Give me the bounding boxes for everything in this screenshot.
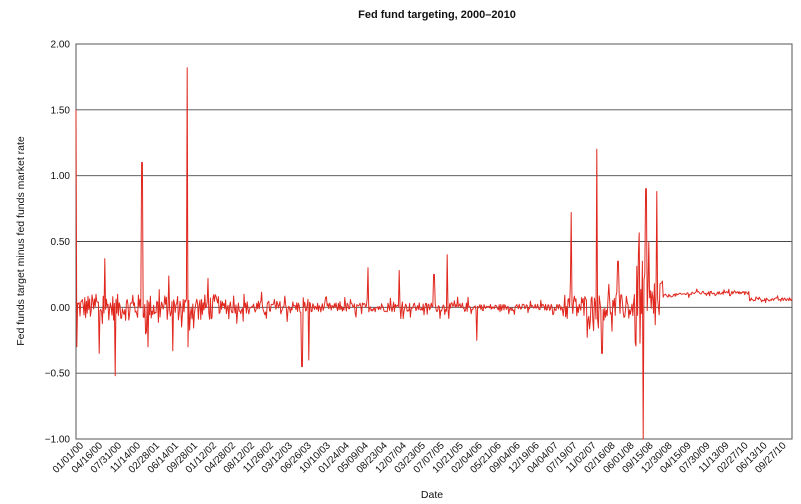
x-axis-label: Date <box>421 489 443 501</box>
y-tick-label: 1.00 <box>51 171 71 182</box>
chart-title: Fed fund targeting, 2000–2010 <box>358 9 516 21</box>
y-tick-label: 1.50 <box>51 105 71 116</box>
y-tick-label: 2.00 <box>51 40 71 51</box>
y-tick-label: −0.50 <box>45 369 71 380</box>
y-tick-label: −1.00 <box>45 435 71 446</box>
y-axis-ticks: −1.00 −0.50 0.00 0.50 1.00 1.50 2.00 <box>45 40 71 446</box>
y-tick-label: 0.00 <box>51 303 71 314</box>
x-axis-ticks: 01/01/0004/16/0007/31/0011/14/0002/28/01… <box>51 440 789 476</box>
gridlines <box>76 43 792 440</box>
series-line <box>75 67 793 440</box>
y-axis-label: Fed funds target minus fed funds market … <box>15 136 27 346</box>
y-tick-label: 0.50 <box>51 237 71 248</box>
